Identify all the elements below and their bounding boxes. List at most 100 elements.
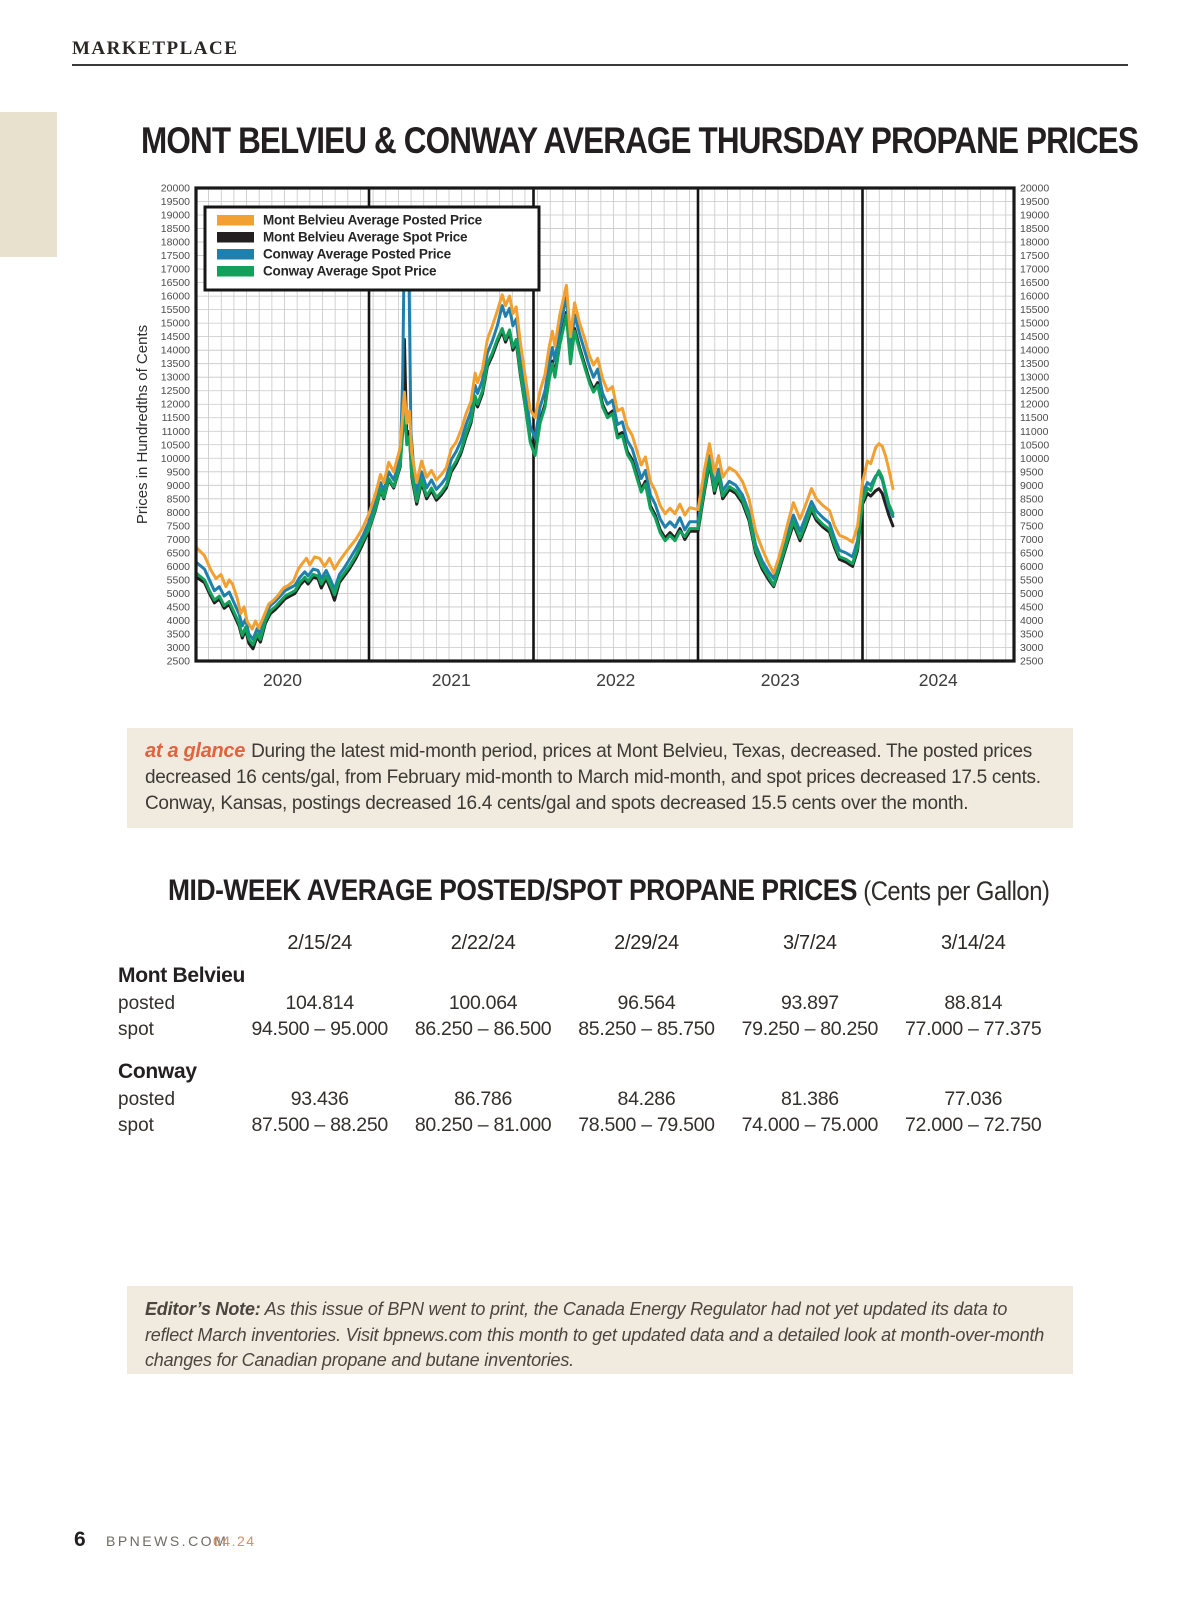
price-cell: 87.500 – 88.250 [251, 1114, 388, 1136]
column-header: 2/29/24 [614, 932, 679, 954]
svg-text:5000: 5000 [1020, 588, 1044, 600]
price-table-title-main: MID-WEEK AVERAGE POSTED/SPOT PROPANE PRI… [168, 874, 858, 907]
svg-text:2500: 2500 [1020, 656, 1044, 668]
editors-note-text: Editor’s Note: As this issue of BPN went… [145, 1297, 1045, 1374]
column-header: 2/15/24 [287, 932, 353, 954]
table-row: spot 94.500 – 95.000 86.250 – 86.500 85.… [118, 1018, 1055, 1041]
y-axis-title: Prices in Hundredths of Cents [134, 325, 151, 524]
svg-text:13500: 13500 [161, 358, 190, 370]
price-cell: 104.814 [285, 992, 355, 1014]
page-number: 6 [74, 1528, 86, 1551]
svg-text:18500: 18500 [161, 223, 190, 235]
group-name-conway: Conway [118, 1060, 197, 1083]
at-a-glance-label: at a glance [145, 740, 246, 762]
svg-text:20000: 20000 [1020, 183, 1049, 195]
chart-frame [194, 186, 1016, 663]
column-header: 2/22/24 [450, 932, 516, 954]
svg-text:12000: 12000 [161, 399, 190, 411]
svg-text:2021: 2021 [432, 670, 471, 690]
svg-text:6000: 6000 [167, 561, 191, 573]
svg-text:11500: 11500 [1020, 412, 1049, 424]
svg-text:4500: 4500 [1020, 601, 1044, 613]
svg-text:11500: 11500 [162, 412, 191, 424]
chart-series-lines [196, 232, 895, 651]
svg-text:12000: 12000 [1020, 399, 1049, 411]
legend-swatch-2 [217, 232, 254, 243]
legend-swatch-1 [217, 215, 254, 226]
svg-text:13000: 13000 [161, 372, 190, 384]
footer-issue: 04.24 [213, 1533, 256, 1549]
svg-text:15000: 15000 [161, 318, 190, 330]
svg-text:2023: 2023 [761, 670, 800, 690]
group-name-mont-belvieu: Mont Belvieu [118, 964, 246, 987]
price-cell: 88.814 [944, 992, 1003, 1014]
svg-text:12500: 12500 [161, 385, 190, 397]
svg-text:14000: 14000 [1020, 345, 1049, 357]
table-row: posted 93.436 86.786 84.286 81.386 77.03… [118, 1088, 1055, 1111]
svg-text:6500: 6500 [1020, 547, 1044, 559]
legend-swatch-3 [217, 249, 254, 260]
price-cell: 93.897 [780, 992, 839, 1014]
editors-note-box [127, 1286, 1073, 1374]
svg-text:19500: 19500 [1020, 196, 1049, 208]
svg-text:18000: 18000 [1020, 237, 1049, 249]
svg-text:18000: 18000 [161, 237, 190, 249]
svg-text:10500: 10500 [1020, 439, 1049, 451]
svg-text:5000: 5000 [167, 588, 191, 600]
svg-text:20000: 20000 [161, 183, 190, 195]
legend-frame [203, 205, 541, 292]
svg-text:16500: 16500 [1020, 277, 1049, 289]
at-a-glance-text: at a glance During the latest mid-month p… [145, 738, 1057, 817]
svg-text:3500: 3500 [167, 628, 191, 640]
editors-note-label: Editor’s Note: [145, 1299, 261, 1319]
at-a-glance-box [127, 728, 1073, 828]
svg-text:10500: 10500 [161, 439, 190, 451]
svg-text:2024: 2024 [919, 670, 958, 690]
svg-text:7000: 7000 [167, 534, 191, 546]
price-cell: 86.250 – 86.500 [414, 1018, 552, 1040]
table-row: spot 87.500 – 88.250 80.250 – 81.000 78.… [118, 1114, 1055, 1137]
svg-text:19000: 19000 [161, 210, 190, 222]
svg-text:14500: 14500 [161, 331, 190, 343]
svg-text:2022: 2022 [596, 670, 635, 690]
svg-text:11000: 11000 [162, 426, 191, 438]
table-header-row: 2/15/24 2/22/24 2/29/24 3/7/24 3/14/24 [118, 932, 1055, 955]
price-cell: 81.386 [780, 1088, 839, 1110]
svg-text:9500: 9500 [167, 466, 191, 478]
price-cell: 85.250 – 85.750 [578, 1018, 715, 1040]
column-header: 3/14/24 [940, 932, 1006, 954]
svg-text:13500: 13500 [1020, 358, 1049, 370]
svg-text:3000: 3000 [167, 642, 191, 654]
price-cell: 79.250 – 80.250 [741, 1018, 879, 1040]
svg-text:4000: 4000 [1020, 615, 1044, 627]
svg-text:5500: 5500 [167, 574, 191, 586]
series-line-mont-belvieu-average-spot-price [196, 310, 895, 651]
price-cell: 77.036 [944, 1088, 1003, 1110]
svg-text:8500: 8500 [167, 493, 191, 505]
svg-text:6500: 6500 [167, 547, 191, 559]
series-line-conway-average-spot-price [196, 313, 895, 647]
svg-text:9000: 9000 [1020, 480, 1044, 492]
price-cell: 77.000 – 77.375 [905, 1018, 1042, 1040]
price-cell: 74.000 – 75.000 [741, 1114, 879, 1136]
svg-text:12500: 12500 [1020, 385, 1049, 397]
footer-site: BPNEWS.COM [106, 1533, 229, 1549]
svg-text:16000: 16000 [161, 291, 190, 303]
chart-title: MONT BELVIEU & CONWAY AVERAGE THURSDAY P… [141, 120, 1139, 161]
svg-text:17500: 17500 [1020, 250, 1049, 262]
svg-text:9500: 9500 [1020, 466, 1044, 478]
price-cell: 86.786 [454, 1088, 512, 1110]
svg-text:3500: 3500 [1020, 628, 1044, 640]
section-label: MARKETPLACE [72, 38, 239, 59]
column-header: 3/7/24 [782, 932, 837, 954]
svg-text:2020: 2020 [263, 670, 302, 690]
row-label: spot [118, 1019, 154, 1040]
legend-label-2: Mont Belvieu Average Spot Price [263, 230, 468, 245]
svg-text:10000: 10000 [1020, 453, 1049, 465]
editors-note-body: As this issue of BPN went to print, the … [145, 1299, 1045, 1370]
price-table-title: MID-WEEK AVERAGE POSTED/SPOT PROPANE PRI… [168, 874, 1050, 908]
svg-text:17000: 17000 [1020, 264, 1049, 276]
